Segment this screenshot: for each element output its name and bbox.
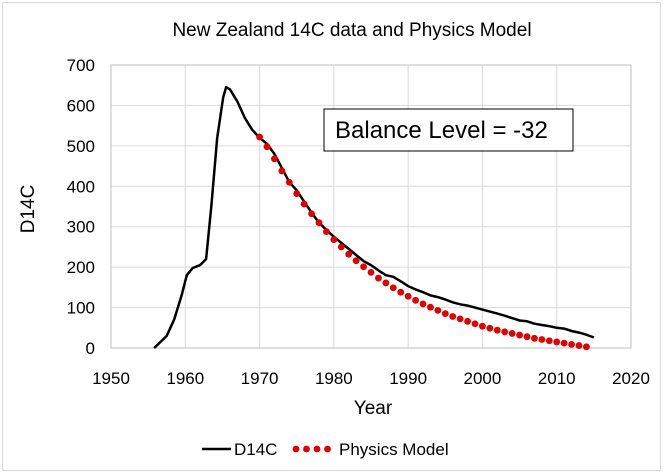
x-tick-label: 1980 [315,369,353,388]
physics-model-point [553,338,561,346]
x-tick-label: 1970 [241,369,279,388]
physics-model-point [471,320,479,328]
x-tick-label: 2020 [612,369,650,388]
chart-frame: New Zealand 14C data and Physics Model 0… [2,2,661,471]
physics-model-point [345,250,353,258]
legend-label-d14c: D14C [234,440,277,459]
physics-model-point [315,219,323,227]
physics-model-point [352,257,360,265]
y-tick-labels: 0 100 200 300 400 500 600 700 [67,56,95,358]
physics-model-point [278,167,286,175]
physics-model-point [434,307,442,314]
legend-dot [292,445,300,453]
physics-model-point [389,284,397,292]
physics-model-point [538,336,546,343]
annotation-text: Balance Level = -32 [335,117,548,144]
physics-model-point [375,274,382,282]
physics-model-point [508,330,516,337]
physics-model-point [479,322,486,330]
physics-model-point [323,228,330,235]
y-tick-label: 100 [67,299,95,318]
y-tick-label: 0 [86,339,95,358]
physics-model-point [308,210,315,218]
physics-model-point [486,324,494,332]
legend-label-physics-model: Physics Model [339,440,449,459]
chart-svg: New Zealand 14C data and Physics Model 0… [18,20,650,459]
physics-model-point [412,296,419,304]
series-layer [153,85,595,351]
physics-model-point [575,342,583,349]
physics-model-point [523,333,531,341]
physics-model-point [337,243,345,251]
physics-model-point [449,313,457,320]
physics-model-point [501,328,509,336]
legend-swatch-physics-model [292,445,331,453]
physics-model-point [516,331,523,339]
legend-dot [303,445,310,453]
legend: D14C Physics Model [202,440,449,459]
physics-model-point [583,343,590,351]
x-axis-label: Year [354,398,393,419]
physics-model-point [568,340,575,348]
physics-model-point [293,190,301,197]
physics-model-point [397,288,405,296]
physics-model-point [464,317,471,325]
physics-model-point [300,200,308,208]
series-line-d14c [153,85,595,349]
physics-model-point [427,303,434,311]
physics-model-point [560,339,568,347]
plot-area-border [110,64,632,349]
legend-dot [324,445,331,453]
physics-model-point [404,292,412,300]
x-tick-label: 1960 [166,369,204,388]
physics-model-point [441,310,449,318]
physics-model-point [367,268,375,276]
y-tick-label: 200 [67,258,95,277]
x-tick-labels: 1950 1960 1970 1980 1990 2000 2010 2020 [92,369,650,388]
y-tick-label: 600 [67,96,95,115]
grid-layer [110,64,632,349]
physics-model-point [285,178,293,186]
y-tick-label: 300 [67,218,95,237]
physics-model-point [271,155,278,163]
physics-model-point [382,279,390,287]
x-tick-label: 2000 [464,369,502,388]
y-tick-label: 500 [67,137,95,156]
physics-model-point [419,300,427,308]
legend-dot [313,445,321,453]
physics-model-point [545,337,553,345]
physics-model-point [330,236,338,244]
x-tick-label: 1990 [389,369,427,388]
y-axis-label: D14C [18,185,39,234]
chart-title: New Zealand 14C data and Physics Model [172,20,531,41]
physics-model-point [256,133,263,141]
annotation-frame [323,108,574,152]
x-tick-label: 1950 [92,369,130,388]
y-tick-label: 700 [67,56,95,75]
physics-model-point [360,263,367,271]
y-tick-label: 400 [67,177,95,196]
physics-model-point [263,143,271,151]
physics-model-point [493,326,501,334]
physics-model-point [456,315,464,323]
x-tick-label: 2010 [538,369,576,388]
annotation-box: Balance Level = -32 [323,108,574,152]
physics-model-point [531,334,538,342]
